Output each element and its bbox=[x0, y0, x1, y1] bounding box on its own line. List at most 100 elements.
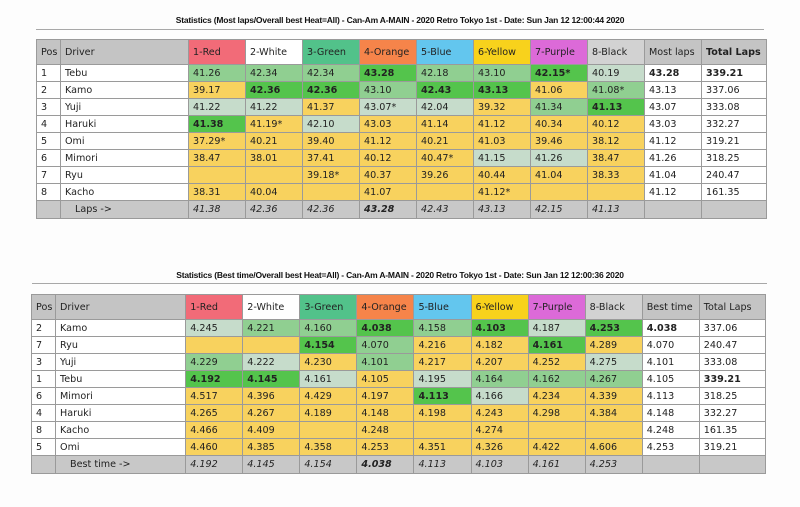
footer-best-lane-1-red: 4.192 bbox=[185, 455, 244, 474]
lane-cell-lane-1-red: 4.460 bbox=[185, 438, 244, 456]
lane-cell-lane-6-yellow: 41.12* bbox=[473, 183, 531, 201]
lane-cell-lane-4-orange: 4.105 bbox=[356, 370, 415, 388]
lane-cell-lane-4-orange: 4.038 bbox=[356, 319, 415, 337]
column-header-lane-7-purple: 7-Purple bbox=[530, 39, 588, 65]
footer-best-lane-5-blue: 4.113 bbox=[413, 455, 472, 474]
table-row: 1 Tebu 4.192 4.145 4.161 4.105 4.195 4.164 4.162… bbox=[30, 370, 767, 388]
lane-cell-lane-7-purple bbox=[527, 421, 586, 439]
driver-name: Ryu bbox=[60, 166, 189, 184]
lane-cell-lane-5-blue: 4.158 bbox=[413, 319, 472, 337]
best-cell: 41.12 bbox=[644, 183, 702, 201]
best-cell: 4.101 bbox=[641, 353, 700, 371]
lane-cell-lane-6-yellow: 4.274 bbox=[470, 421, 529, 439]
footer-best-lane-2-white: 42.36 bbox=[245, 200, 303, 219]
driver-name: Kacho bbox=[55, 421, 187, 439]
lane-cell-lane-7-purple: 4.187 bbox=[527, 319, 586, 337]
lane-cell-lane-5-blue: 4.216 bbox=[413, 336, 472, 354]
lane-cell-lane-2-white: 4.396 bbox=[242, 387, 301, 405]
lane-cell-lane-7-purple: 41.34 bbox=[530, 98, 588, 116]
lane-cell-lane-3-green: 4.230 bbox=[299, 353, 358, 371]
footer-best-lane-7-purple: 42.15 bbox=[530, 200, 588, 219]
column-header-lane-5-blue: 5-Blue bbox=[413, 294, 472, 320]
total-laps-cell: 161.35 bbox=[698, 421, 767, 439]
lane-cell-lane-1-red: 4.517 bbox=[185, 387, 244, 405]
table-row: 7 Ryu 39.18* 40.37 39.26 40.44 41.04 38.33 41.04… bbox=[36, 166, 767, 184]
lane-cell-lane-2-white bbox=[242, 336, 301, 354]
total-laps-cell: 318.25 bbox=[701, 149, 767, 167]
lane-cell-lane-6-yellow: 4.182 bbox=[470, 336, 529, 354]
column-header-lane-8-black: 8-Black bbox=[584, 294, 643, 320]
position-cell: 8 bbox=[36, 183, 61, 201]
column-header-driver: Driver bbox=[60, 39, 189, 65]
lane-cell-lane-8-black: 4.253 bbox=[584, 319, 643, 337]
lane-cell-lane-5-blue: 39.26 bbox=[416, 166, 474, 184]
column-header-lane-5-blue: 5-Blue bbox=[416, 39, 474, 65]
position-cell: 7 bbox=[36, 166, 61, 184]
table-row: 3 Yuji 41.22 41.22 41.37 43.07* 42.04 39.32 41.3… bbox=[36, 98, 767, 116]
position-cell: 4 bbox=[30, 404, 57, 422]
total-laps-cell: 332.27 bbox=[698, 404, 767, 422]
lane-cell-lane-2-white: 41.22 bbox=[245, 98, 303, 116]
total-laps-cell: 318.25 bbox=[698, 387, 767, 405]
lane-cell-lane-6-yellow: 4.166 bbox=[470, 387, 529, 405]
driver-name: Haruki bbox=[60, 115, 189, 133]
lane-cell-lane-3-green bbox=[299, 421, 358, 439]
lane-cell-lane-4-orange: 4.248 bbox=[356, 421, 415, 439]
lane-cell-lane-6-yellow: 41.03 bbox=[473, 132, 531, 150]
lane-cell-lane-2-white: 4.385 bbox=[242, 438, 301, 456]
footer-best-lane-4-orange: 4.038 bbox=[356, 455, 415, 474]
best-cell: 41.12 bbox=[644, 132, 702, 150]
lane-cell-lane-3-green: 4.189 bbox=[299, 404, 358, 422]
column-header-driver: Driver bbox=[55, 294, 187, 320]
footer-blank bbox=[30, 455, 57, 474]
best-cell: 4.253 bbox=[641, 438, 700, 456]
table-row: 1 Tebu 41.26 42.34 42.34 43.28 42.18 43.10 42.15… bbox=[36, 64, 767, 82]
lane-cell-lane-1-red: 4.466 bbox=[185, 421, 244, 439]
footer-best-lane-2-white: 4.145 bbox=[242, 455, 301, 474]
lane-cell-lane-6-yellow: 4.103 bbox=[470, 319, 529, 337]
lane-cell-lane-6-yellow: 39.32 bbox=[473, 98, 531, 116]
lane-cell-lane-2-white: 42.36 bbox=[245, 81, 303, 99]
table2-title: Statistics (Best time/Overall best Heat=… bbox=[176, 270, 624, 280]
lane-cell-lane-2-white bbox=[245, 166, 303, 184]
table-row: 4 Haruki 4.265 4.267 4.189 4.148 4.198 4.243 4.2… bbox=[30, 404, 767, 422]
table2-divider bbox=[32, 283, 767, 284]
best-cell: 4.113 bbox=[641, 387, 700, 405]
total-laps-cell: 332.27 bbox=[701, 115, 767, 133]
driver-name: Kamo bbox=[55, 319, 187, 337]
position-cell: 1 bbox=[30, 370, 57, 388]
footer-best-lane-4-orange: 43.28 bbox=[359, 200, 417, 219]
lane-cell-lane-8-black bbox=[587, 183, 645, 201]
lane-cell-lane-8-black: 4.606 bbox=[584, 438, 643, 456]
lane-cell-lane-1-red: 39.17 bbox=[188, 81, 246, 99]
table1-divider bbox=[36, 29, 764, 30]
driver-name: Mimori bbox=[60, 149, 189, 167]
lane-cell-lane-2-white: 4.409 bbox=[242, 421, 301, 439]
lane-cell-lane-2-white: 40.04 bbox=[245, 183, 303, 201]
table-row: 8 Kacho 38.31 40.04 41.07 41.12* 41.12 161.35 bbox=[36, 183, 767, 201]
lane-cell-lane-3-green: 42.34 bbox=[302, 64, 360, 82]
lane-cell-lane-6-yellow: 4.326 bbox=[470, 438, 529, 456]
footer-best-lane-1-red: 41.38 bbox=[188, 200, 246, 219]
position-cell: 6 bbox=[30, 387, 57, 405]
total-laps-cell: 333.08 bbox=[701, 98, 767, 116]
lane-cell-lane-8-black: 41.13 bbox=[587, 98, 645, 116]
lane-cell-lane-8-black: 40.12 bbox=[587, 115, 645, 133]
footer-blank bbox=[641, 455, 700, 474]
lane-cell-lane-4-orange: 4.253 bbox=[356, 438, 415, 456]
lane-cell-lane-4-orange: 43.07* bbox=[359, 98, 417, 116]
lane-cell-lane-7-purple: 4.162 bbox=[527, 370, 586, 388]
lane-cell-lane-2-white: 41.19* bbox=[245, 115, 303, 133]
lane-cell-lane-5-blue: 4.113 bbox=[413, 387, 472, 405]
lane-cell-lane-5-blue: 4.195 bbox=[413, 370, 472, 388]
footer-best-lane-3-green: 4.154 bbox=[299, 455, 358, 474]
best-cell: 43.13 bbox=[644, 81, 702, 99]
position-cell: 2 bbox=[30, 319, 57, 337]
column-header-lane-6-yellow: 6-Yellow bbox=[470, 294, 529, 320]
footer-blank bbox=[698, 455, 767, 474]
footer-row: Best time -> 4.192 4.145 4.154 4.038 4.113 4.1… bbox=[30, 455, 767, 474]
lane-cell-lane-3-green: 41.37 bbox=[302, 98, 360, 116]
lane-cell-lane-1-red: 4.265 bbox=[185, 404, 244, 422]
position-cell: 1 bbox=[36, 64, 61, 82]
position-cell: 5 bbox=[36, 132, 61, 150]
